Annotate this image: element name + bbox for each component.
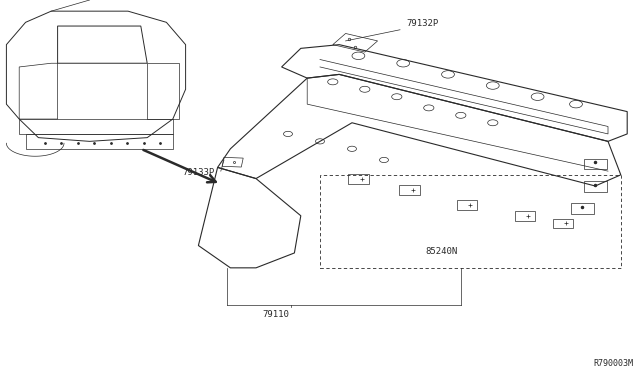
Text: R790003M: R790003M bbox=[594, 359, 634, 368]
Text: 79132P: 79132P bbox=[406, 19, 438, 28]
Text: 79133P: 79133P bbox=[182, 169, 214, 177]
Text: 79110: 79110 bbox=[262, 310, 289, 319]
Text: 85240N: 85240N bbox=[426, 247, 458, 256]
